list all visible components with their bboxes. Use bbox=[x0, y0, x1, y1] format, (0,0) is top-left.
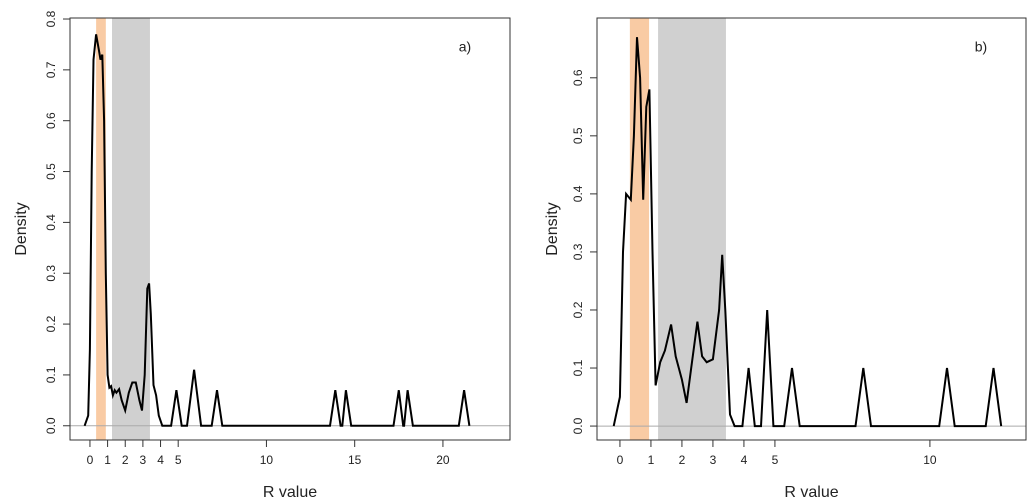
panel: 0 1 2 3 4 5 10 0.0 0.1 0.2 0.3 0.4 0.5 0.6 R value Dens… bbox=[544, 17, 1027, 501]
x-tick-label: 15 bbox=[348, 453, 362, 467]
x-tick-label: 2 bbox=[679, 453, 686, 467]
x-axis-title: R value bbox=[263, 484, 317, 501]
panel-label: a) bbox=[459, 39, 471, 55]
y-axis-title: Density bbox=[13, 202, 30, 255]
x-axis-title: R value bbox=[784, 484, 838, 501]
highlight-band bbox=[658, 18, 726, 440]
y-tick-label: 0.2 bbox=[571, 301, 585, 318]
y-tick-label: 0.6 bbox=[44, 112, 58, 129]
density-line bbox=[83, 34, 471, 427]
y-tick-label: 0.0 bbox=[44, 417, 58, 434]
x-tick-label: 5 bbox=[772, 453, 779, 467]
x-tick-label: 3 bbox=[140, 453, 147, 467]
y-tick-label: 0.5 bbox=[571, 127, 585, 144]
y-tick-label: 0.6 bbox=[571, 69, 585, 86]
x-tick-label: 0 bbox=[87, 453, 94, 467]
x-tick-label: 2 bbox=[122, 453, 129, 467]
x-tick-label: 4 bbox=[157, 453, 164, 467]
y-tick-label: 0.1 bbox=[571, 359, 585, 376]
y-tick-label: 0.4 bbox=[44, 214, 58, 231]
x-tick-label: 0 bbox=[617, 453, 624, 467]
y-tick-label: 0.1 bbox=[44, 366, 58, 383]
plot-frame bbox=[69, 17, 511, 441]
y-tick-label: 0.2 bbox=[44, 315, 58, 332]
y-tick-label: 0.3 bbox=[571, 243, 585, 260]
x-tick-label: 10 bbox=[260, 453, 274, 467]
x-tick-label: 1 bbox=[104, 453, 111, 467]
highlight-band bbox=[96, 18, 106, 440]
x-tick-label: 1 bbox=[648, 453, 655, 467]
x-tick-label: 5 bbox=[175, 453, 182, 467]
y-tick-label: 0.7 bbox=[44, 61, 58, 78]
y-tick-label: 0.0 bbox=[571, 417, 585, 434]
panel: 0 1 2 3 4 5 10 15 20 0.0 0.1 0.2 0.3 0.4 0.5 0.6 0.7 0.8 R… bbox=[13, 10, 511, 501]
y-tick-label: 0.4 bbox=[571, 185, 585, 202]
y-tick-label: 0.8 bbox=[44, 10, 58, 27]
plot-frame bbox=[596, 17, 1027, 441]
x-tick-label: 10 bbox=[923, 453, 937, 467]
x-tick-label: 20 bbox=[436, 453, 450, 467]
x-tick-label: 3 bbox=[710, 453, 717, 467]
x-tick-label: 4 bbox=[741, 453, 748, 467]
highlight-band bbox=[112, 18, 150, 440]
panel-label: b) bbox=[975, 39, 987, 55]
y-tick-label: 0.3 bbox=[44, 265, 58, 282]
y-tick-label: 0.5 bbox=[44, 163, 58, 180]
density-line bbox=[612, 37, 1003, 428]
y-axis-title: Density bbox=[544, 202, 561, 255]
